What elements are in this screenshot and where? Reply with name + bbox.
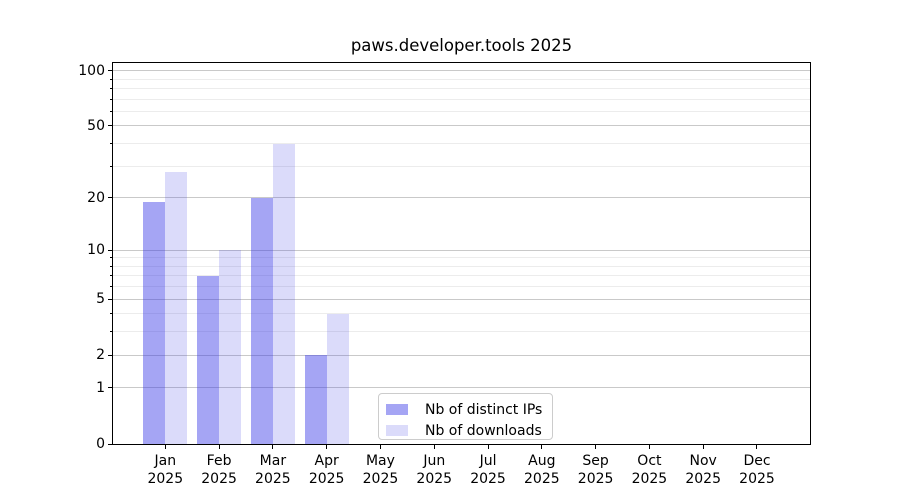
gridline-minor — [113, 110, 810, 112]
x-tick-label: Jul 2025 — [470, 453, 506, 487]
x-tick-mark — [218, 445, 220, 449]
plot-area: Nb of distinct IPs Nb of downloads — [112, 62, 811, 445]
y-tick-mark — [108, 70, 112, 72]
y-tick-mark-minor — [110, 275, 112, 277]
x-tick-label: Jun 2025 — [416, 453, 453, 487]
y-tick-label: 1 — [96, 379, 105, 396]
gridline-major — [113, 354, 810, 356]
y-tick-mark — [108, 197, 112, 199]
x-tick-mark — [433, 445, 435, 449]
y-tick-label: 0 — [96, 436, 105, 452]
x-tick-mark — [648, 445, 650, 449]
x-tick-mark — [272, 445, 274, 449]
x-tick-mark — [702, 445, 704, 449]
x-tick-label: May 2025 — [362, 453, 399, 487]
x-tick-label: Sep 2025 — [577, 453, 614, 487]
x-tick-mark — [595, 445, 597, 449]
y-tick-mark — [108, 249, 112, 251]
gridline-major — [113, 387, 810, 389]
gridline-minor — [113, 98, 810, 100]
gridline-minor — [113, 286, 810, 288]
legend-label-downloads: Nb of downloads — [425, 422, 542, 439]
legend: Nb of distinct IPs Nb of downloads — [378, 393, 553, 440]
y-tick-mark — [108, 443, 112, 445]
y-tick-mark-minor — [110, 265, 112, 267]
y-tick-mark — [108, 298, 112, 300]
x-tick-label: Mar 2025 — [255, 453, 291, 487]
gridline-minor — [113, 265, 810, 267]
gridline-major — [113, 70, 810, 72]
gridline-major — [113, 249, 810, 251]
y-tick-mark — [108, 354, 112, 356]
y-tick-mark-minor — [110, 110, 112, 112]
legend-item-downloads: Nb of downloads — [386, 420, 552, 441]
x-tick-label: Nov 2025 — [685, 453, 721, 487]
x-tick-label: Feb 2025 — [201, 453, 237, 487]
x-tick-mark — [756, 445, 758, 449]
x-tick-label: Aug 2025 — [524, 453, 560, 487]
gridline-minor — [113, 143, 810, 145]
bar-distinct-ips-apr — [304, 355, 327, 444]
y-tick-mark-minor — [110, 143, 112, 145]
y-tick-label: 50 — [87, 117, 105, 134]
gridline-minor — [113, 165, 810, 167]
y-tick-label: 5 — [96, 291, 105, 308]
y-tick-mark-minor — [110, 313, 112, 315]
y-tick-mark-minor — [110, 98, 112, 100]
y-tick-label: 100 — [78, 62, 105, 79]
y-tick-label: 20 — [87, 189, 105, 206]
y-tick-label: 2 — [96, 347, 105, 364]
bar-downloads-apr — [326, 313, 349, 444]
bar-distinct-ips-mar — [250, 197, 273, 444]
x-tick-mark — [326, 445, 328, 449]
bar-downloads-mar — [272, 143, 295, 444]
bar-downloads-jan — [165, 171, 188, 444]
y-tick-mark — [108, 125, 112, 127]
y-tick-mark-minor — [110, 78, 112, 80]
legend-swatch-distinct-ips — [386, 404, 408, 415]
y-tick-mark-minor — [110, 87, 112, 89]
x-tick-label: Jan 2025 — [147, 453, 184, 487]
x-tick-mark — [541, 445, 543, 449]
gridline-major — [113, 125, 810, 127]
x-tick-mark — [487, 445, 489, 449]
gridline-major — [113, 298, 810, 300]
x-tick-label: Oct 2025 — [631, 453, 668, 487]
gridline-minor — [113, 257, 810, 259]
gridline-minor — [113, 78, 810, 80]
gridline-minor — [113, 275, 810, 277]
chart-title: paws.developer.tools 2025 — [350, 36, 573, 55]
y-tick-mark-minor — [110, 286, 112, 288]
y-tick-mark-minor — [110, 331, 112, 333]
y-tick-mark-minor — [110, 257, 112, 259]
gridline-minor — [113, 331, 810, 333]
x-tick-label: Dec 2025 — [739, 453, 775, 487]
x-tick-mark — [379, 445, 381, 449]
bar-distinct-ips-feb — [197, 275, 220, 444]
legend-swatch-downloads — [386, 425, 408, 436]
legend-item-distinct-ips: Nb of distinct IPs — [386, 399, 552, 420]
y-tick-mark — [108, 387, 112, 389]
gridline-minor — [113, 313, 810, 315]
bar-downloads-feb — [219, 250, 242, 444]
y-tick-mark-minor — [110, 165, 112, 167]
x-tick-label: Apr 2025 — [308, 453, 345, 487]
gridline-minor — [113, 87, 810, 89]
legend-label-distinct-ips: Nb of distinct IPs — [425, 401, 543, 418]
gridline-major — [113, 197, 810, 199]
x-tick-mark — [164, 445, 166, 449]
y-tick-label: 10 — [87, 242, 105, 258]
bar-distinct-ips-jan — [143, 201, 166, 444]
